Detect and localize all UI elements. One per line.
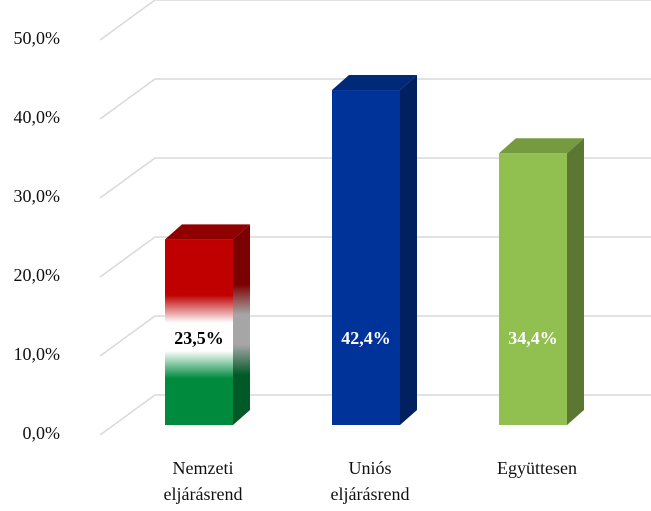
- bar-side: [233, 224, 250, 425]
- y-tick-label: 40,0%: [14, 107, 61, 127]
- x-tick-label: Uniós eljárásrend: [330, 458, 410, 504]
- grid-line: [99, 78, 651, 120]
- bar-top: [332, 75, 417, 91]
- bar-front: [499, 153, 567, 426]
- grid-line: [99, 236, 651, 278]
- bar-top: [165, 224, 250, 240]
- bar-top: [499, 138, 584, 154]
- bar-side: [400, 75, 417, 425]
- grid-line: [99, 315, 651, 357]
- grid-line: [99, 394, 651, 436]
- bar-front: [332, 90, 400, 425]
- x-tick-label: Nemzeti eljárásrend: [163, 458, 243, 504]
- y-tick-label: 30,0%: [14, 186, 61, 206]
- bar-side: [567, 138, 584, 426]
- grid-line: [99, 0, 651, 41]
- x-tick-label: Együttesen: [497, 458, 577, 478]
- y-tick-label: 50,0%: [14, 28, 61, 48]
- value-label: 34,4%: [508, 328, 558, 348]
- grid-line: [99, 157, 651, 199]
- bar-front: [165, 239, 233, 425]
- y-tick-label: 0,0%: [23, 423, 61, 443]
- y-tick-label: 20,0%: [14, 265, 61, 285]
- y-tick-label: 10,0%: [14, 344, 61, 364]
- value-label: 42,4%: [341, 328, 391, 348]
- value-label: 23,5%: [174, 328, 224, 348]
